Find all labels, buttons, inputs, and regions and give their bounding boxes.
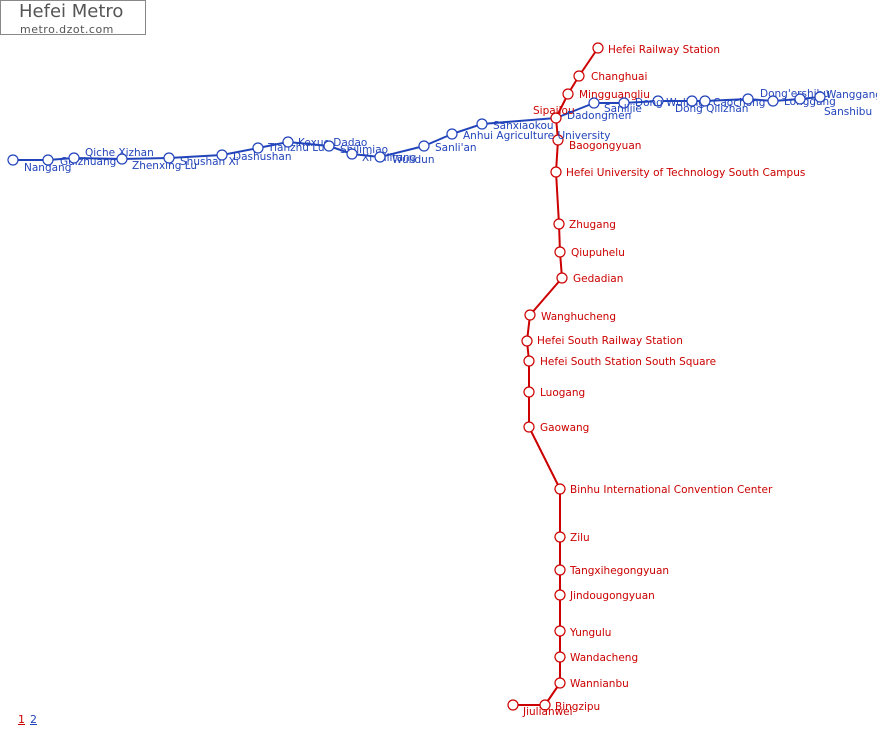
station: [699, 95, 711, 107]
station-label: Gaowang: [540, 422, 589, 434]
station: [592, 42, 604, 54]
station-label: Wulidun: [392, 154, 434, 166]
station-label: Dong Qilizhan: [675, 103, 748, 115]
station: [42, 154, 54, 166]
title: Hefei Metro: [19, 1, 124, 22]
station: [554, 625, 566, 637]
station-label: Sanxiaokou: [493, 120, 554, 132]
station: [523, 421, 535, 433]
station: [562, 88, 574, 100]
station-label: Shushan Xi: [180, 156, 239, 168]
station-label: Sanlijie: [604, 103, 642, 115]
station: [7, 154, 19, 166]
station-label: Dong'ershibu: [760, 88, 830, 100]
station: [554, 589, 566, 601]
station: [374, 151, 386, 163]
page-link[interactable]: 2: [30, 713, 37, 726]
station: [550, 112, 562, 124]
station: [794, 93, 806, 105]
station-label: Bingzipu: [555, 701, 600, 713]
station-label: Gedadian: [573, 273, 623, 285]
station: [116, 153, 128, 165]
station: [346, 148, 358, 160]
station: [523, 355, 535, 367]
station: [523, 386, 535, 398]
station: [446, 128, 458, 140]
station-label: Zhenxing Lu: [132, 160, 197, 172]
station: [652, 95, 664, 107]
station: [476, 118, 488, 130]
station: [554, 531, 566, 543]
station: [618, 97, 630, 109]
station: [216, 149, 228, 161]
station-label: Wannianbu: [570, 678, 629, 690]
station: [323, 140, 335, 152]
subtitle: metro.dzot.com: [20, 23, 114, 36]
station-label: Qiupuhelu: [571, 247, 625, 259]
station: [68, 152, 80, 164]
station: [163, 152, 175, 164]
station: [418, 140, 430, 152]
metro-line: [13, 96, 821, 161]
station-label: Hefei South Railway Station: [537, 335, 683, 347]
station-label: Luogang: [540, 387, 585, 399]
station-label: Wanghucheng: [541, 311, 616, 323]
station-label: Hefei Railway Station: [608, 44, 720, 56]
station: [554, 651, 566, 663]
station-label: Dadongmen: [567, 110, 631, 122]
station: [524, 309, 536, 321]
station-label: Qiche Xizhan: [85, 147, 154, 159]
station: [686, 95, 698, 107]
station: [554, 483, 566, 495]
station-label: Zhugang: [569, 219, 616, 231]
station-label: Changhuai: [591, 71, 647, 83]
station: [552, 134, 564, 146]
station: [550, 166, 562, 178]
station-label: Sipailou: [533, 105, 575, 117]
station-label: Hefei South Station South Square: [540, 356, 716, 368]
station-label: Tianzhu Lu: [267, 142, 325, 154]
station-label: Anhui Agriculture University: [463, 130, 610, 142]
station: [767, 95, 779, 107]
station: [252, 142, 264, 154]
station: [573, 70, 585, 82]
station-label: Jiulianwei: [522, 706, 573, 718]
station-label: Sanli'an: [435, 142, 477, 154]
station-label: Dashushan: [233, 151, 292, 163]
station-label: Binhu International Convention Center: [570, 484, 773, 496]
station-label: Yungulu: [569, 627, 611, 639]
station-label: Jindougongyuan: [569, 590, 655, 602]
station-label: Mingguangliu: [579, 89, 650, 101]
station-label: Caochong: [713, 97, 765, 109]
station: [814, 91, 826, 103]
station-label: Zilu: [570, 532, 590, 544]
station: [553, 218, 565, 230]
station-label: Tangxihegongyuan: [569, 565, 669, 577]
station: [554, 677, 566, 689]
station: [282, 136, 294, 148]
station: [521, 335, 533, 347]
station: [554, 246, 566, 258]
station-label: Sanshibu: [824, 106, 872, 118]
station: [556, 272, 568, 284]
station-label: Hefei University of Technology South Cam…: [566, 167, 805, 179]
station: [588, 97, 600, 109]
station: [507, 699, 519, 711]
page-link[interactable]: 1: [18, 713, 25, 726]
header: Hefei Metro metro.dzot.com: [0, 0, 146, 36]
station: [554, 564, 566, 576]
station: [742, 93, 754, 105]
station-label: Wanggang: [826, 89, 877, 101]
station-label: Baogongyuan: [569, 140, 641, 152]
station-label: Wandacheng: [570, 652, 638, 664]
station: [539, 699, 551, 711]
station-label: Nangang: [24, 162, 71, 174]
